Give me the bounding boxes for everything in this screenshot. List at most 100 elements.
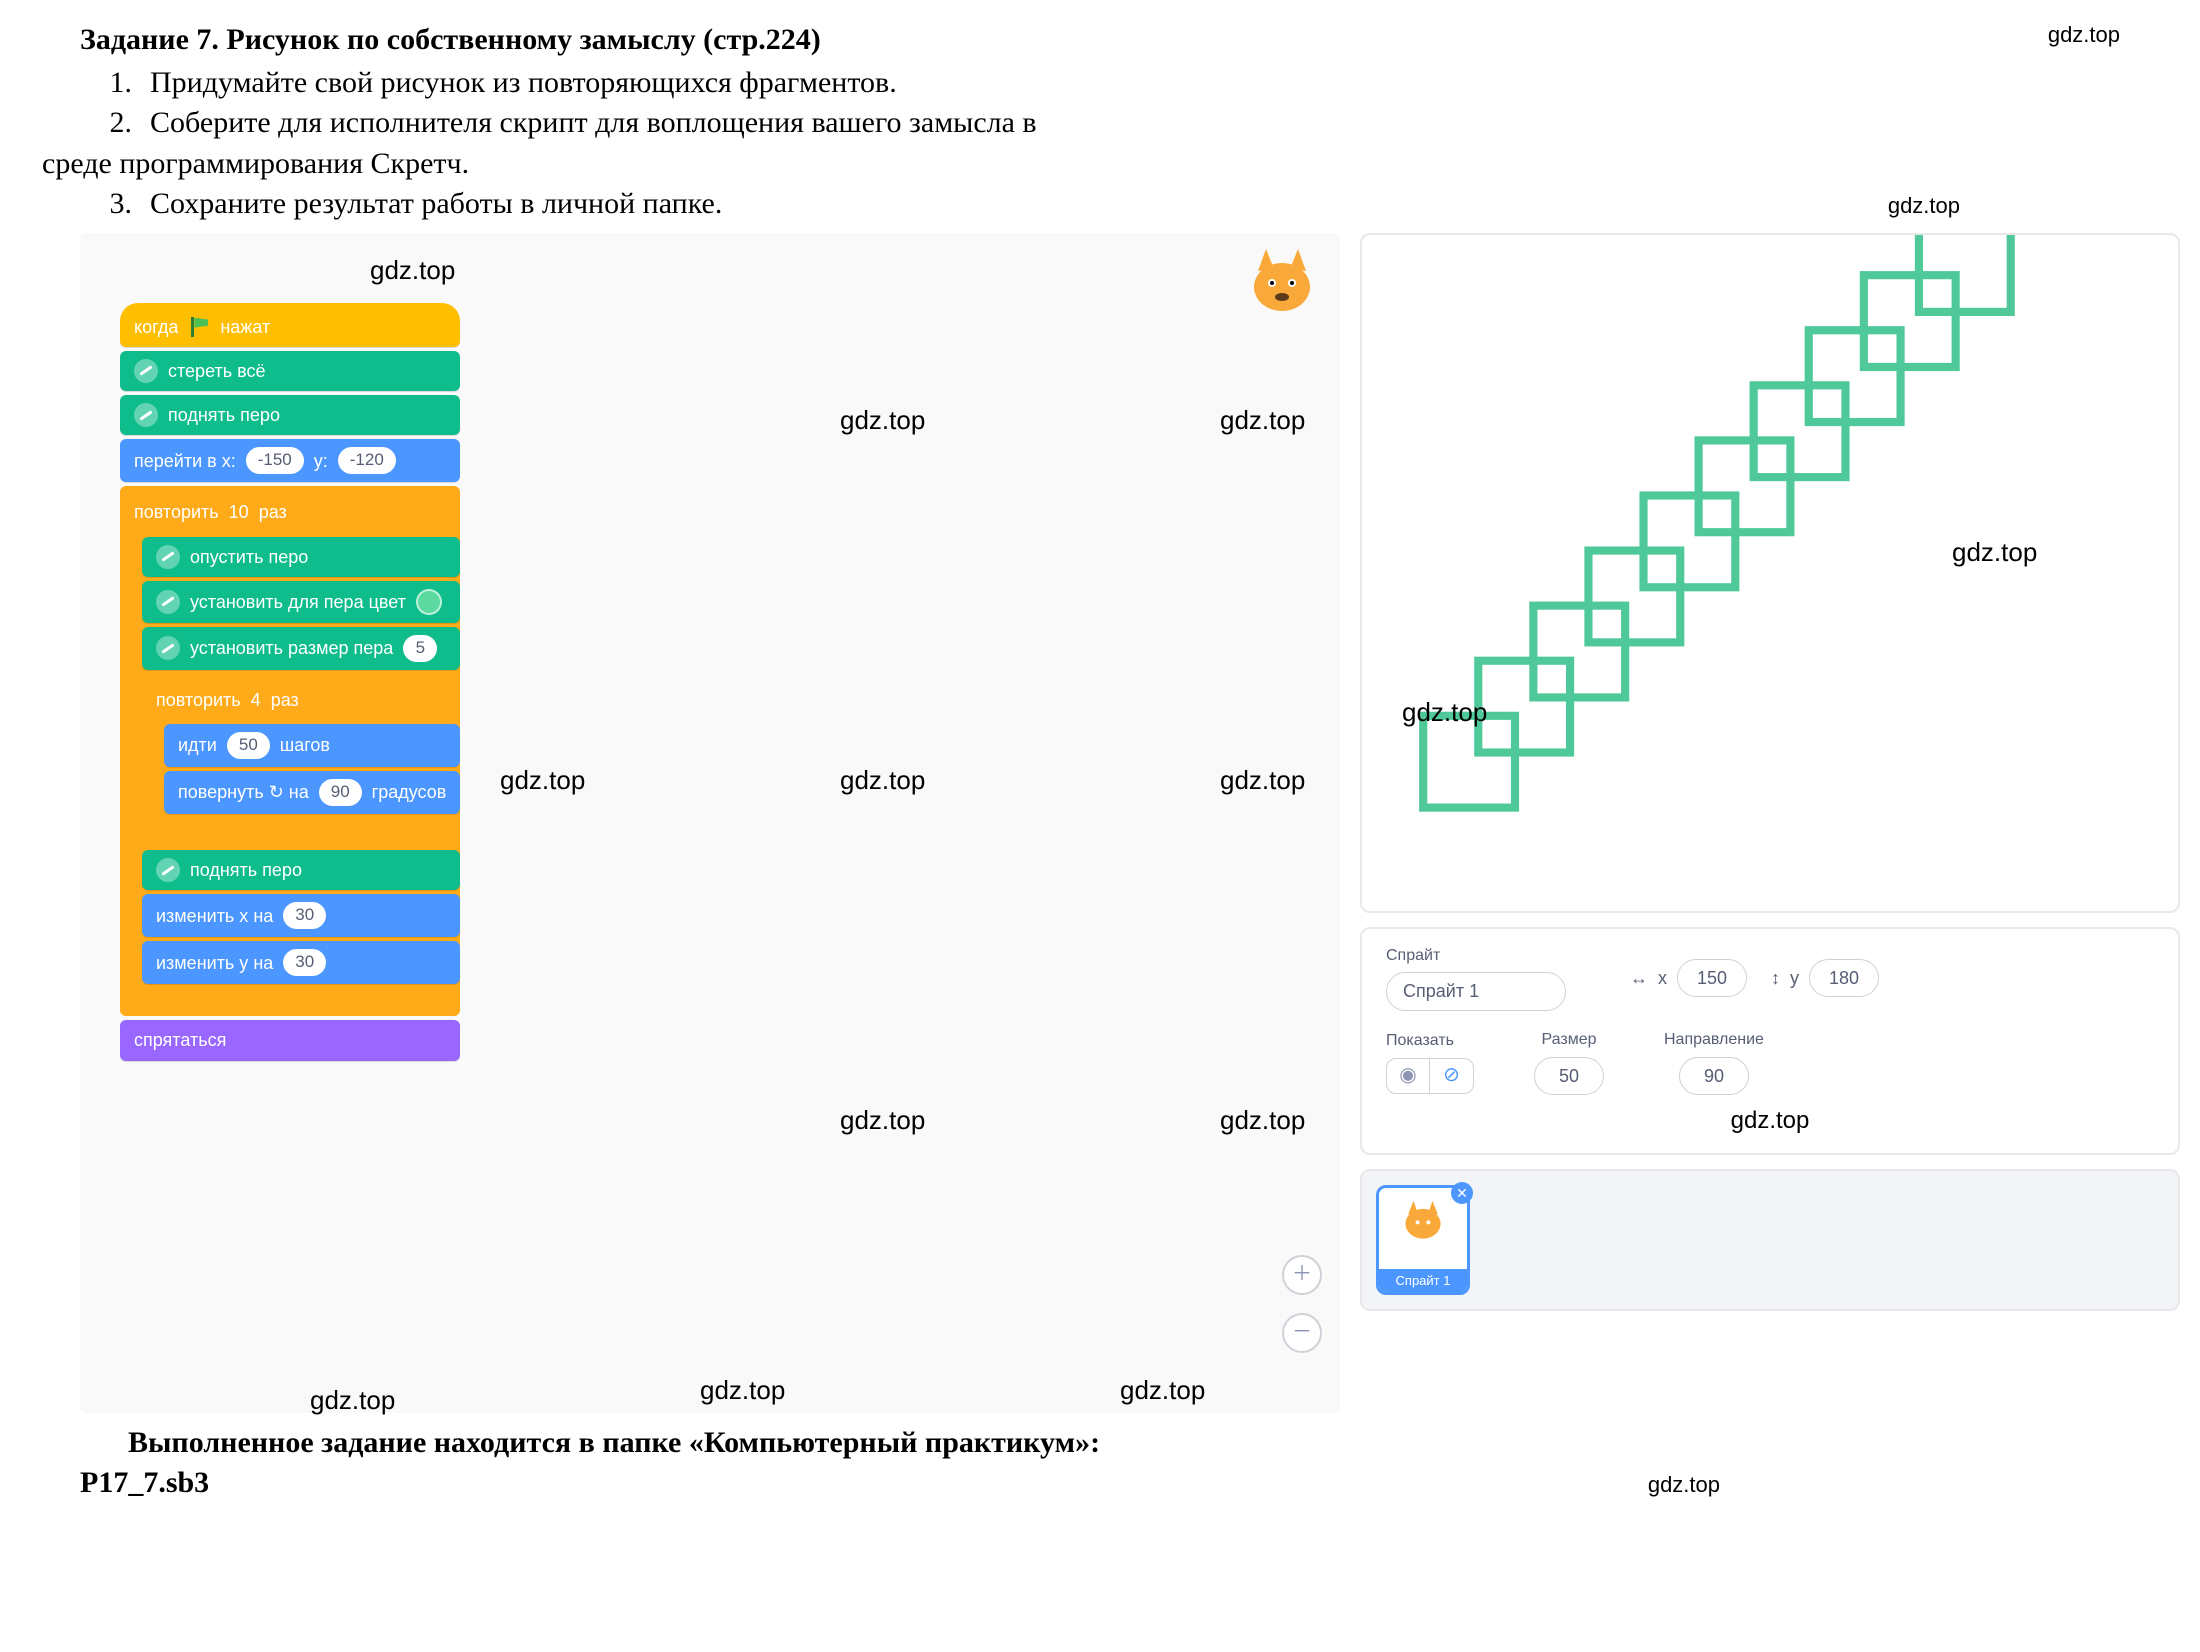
task-list: 1. Придумайте свой рисунок из повторяющи… (80, 63, 2120, 225)
y-label: y (1790, 966, 1799, 990)
watermark: gdz.top (1648, 1470, 1720, 1500)
x-label: x (1658, 966, 1667, 990)
block-text: повторить (134, 500, 219, 524)
green-flag-icon (188, 316, 210, 338)
block-pen-up[interactable]: поднять перо (142, 850, 460, 890)
block-move-steps[interactable]: идти 50 шагов (164, 724, 460, 767)
list-item: Придумайте свой рисунок из повторяющихся… (150, 63, 2120, 104)
list-number: 2. (80, 103, 150, 144)
block-text: опустить перо (190, 545, 308, 569)
x-icon: ↔ (1630, 966, 1648, 990)
direction-label: Направление (1664, 1029, 1764, 1051)
list-item: Сохраните результат работы в личной папк… (150, 184, 722, 225)
sprite-size-input[interactable]: 50 (1534, 1057, 1604, 1095)
list-number: 1. (80, 63, 150, 104)
block-text: перейти в x: (134, 449, 236, 473)
block-text: повторить (156, 688, 241, 712)
watermark: gdz.top (1220, 403, 1305, 438)
watermark: gdz.top (310, 1383, 395, 1418)
block-text: когда (134, 315, 178, 339)
pen-icon (156, 545, 180, 569)
block-input[interactable]: 90 (319, 779, 362, 806)
block-text: установить размер пера (190, 636, 393, 660)
footer-line2: Р17_7.sb3 (80, 1463, 209, 1504)
block-text: стереть всё (168, 359, 265, 383)
block-repeat-outer[interactable]: повторить 10 раз опустить перо установит… (120, 486, 460, 1016)
sprite-name-label: Спрайт (1386, 945, 1606, 967)
sprite-tile-label: Спрайт 1 (1379, 1269, 1467, 1293)
block-repeat-inner[interactable]: повторить 4 раз идти 50 шагов поверну (142, 674, 460, 846)
block-hide[interactable]: спрятаться (120, 1020, 460, 1060)
block-turn-right[interactable]: повернуть ↻ на 90 градусов (164, 771, 460, 814)
block-input[interactable]: 30 (283, 902, 326, 929)
task-title: Задание 7. Рисунок по собственному замыс… (80, 20, 821, 61)
watermark: gdz.top (840, 403, 925, 438)
block-pen-down[interactable]: опустить перо (142, 537, 460, 577)
watermark: gdz.top (500, 763, 585, 798)
block-input[interactable]: 5 (403, 635, 437, 662)
watermark: gdz.top (1952, 535, 2037, 570)
block-input[interactable]: 50 (227, 732, 270, 759)
stage-drawing (1362, 235, 2178, 911)
footer-line1: Выполненное задание находится в папке «К… (80, 1423, 2120, 1464)
pen-icon (156, 636, 180, 660)
show-label: Показать (1386, 1030, 1474, 1052)
list-item-hang: среде программирования Скретч. (42, 144, 2120, 185)
block-input[interactable]: 30 (283, 949, 326, 976)
watermark: gdz.top (1888, 191, 1960, 221)
watermark: gdz.top (1402, 695, 1487, 730)
block-input[interactable]: -150 (246, 447, 304, 474)
block-set-pen-size[interactable]: установить размер пера 5 (142, 627, 460, 670)
block-text: поднять перо (168, 403, 280, 427)
pen-icon (134, 403, 158, 427)
sprite-x-input[interactable]: 150 (1677, 959, 1747, 997)
sprite-info-panel: Спрайт ↔ x 150 ↕ y 180 Показать (1360, 927, 2180, 1156)
sprite-y-input[interactable]: 180 (1809, 959, 1879, 997)
size-label: Размер (1542, 1029, 1597, 1051)
watermark: gdz.top (370, 253, 455, 288)
sprite-list: ✕ Спрайт 1 (1360, 1169, 2180, 1311)
color-swatch[interactable] (416, 589, 442, 615)
block-set-pen-color[interactable]: установить для пера цвет (142, 581, 460, 623)
watermark: gdz.top (1220, 1103, 1305, 1138)
sprite-name-input[interactable] (1386, 972, 1566, 1011)
zoom-in-button[interactable]: ＋ (1282, 1255, 1322, 1295)
block-text: шагов (280, 733, 330, 757)
list-item: Соберите для исполнителя скрипт для вопл… (150, 103, 2120, 144)
scratch-cat-icon (1395, 1194, 1451, 1244)
block-change-x[interactable]: изменить x на 30 (142, 894, 460, 937)
block-text: установить для пера цвет (190, 590, 406, 614)
block-change-y[interactable]: изменить y на 30 (142, 941, 460, 984)
pen-icon (156, 590, 180, 614)
watermark: gdz.top (1386, 1105, 2154, 1137)
pen-icon (134, 359, 158, 383)
block-text: изменить x на (156, 904, 273, 928)
watermark: gdz.top (1120, 1373, 1205, 1408)
block-text: спрятаться (134, 1028, 226, 1052)
sprite-tile[interactable]: ✕ Спрайт 1 (1376, 1185, 1470, 1295)
block-input[interactable]: 4 (251, 688, 261, 712)
watermark: gdz.top (840, 763, 925, 798)
watermark: gdz.top (700, 1373, 785, 1408)
watermark: gdz.top (840, 1103, 925, 1138)
block-text: раз (259, 500, 287, 524)
scratch-cat-icon (1242, 243, 1322, 317)
delete-sprite-button[interactable]: ✕ (1451, 1182, 1473, 1204)
zoom-out-button[interactable]: － (1282, 1313, 1322, 1353)
block-pen-up[interactable]: поднять перо (120, 395, 460, 435)
block-input[interactable]: -120 (338, 447, 396, 474)
block-when-flag-clicked[interactable]: когда нажат (120, 303, 460, 347)
block-text: y: (314, 449, 328, 473)
block-erase-all[interactable]: стереть всё (120, 351, 460, 391)
sprite-direction-input[interactable]: 90 (1679, 1057, 1749, 1095)
block-text: раз (271, 688, 299, 712)
scratch-code-area[interactable]: gdz.top gdz.top gdz.top gdz.top gdz.top … (80, 233, 1340, 1413)
watermark: gdz.top (1220, 763, 1305, 798)
block-goto-xy[interactable]: перейти в x: -150 y: -120 (120, 439, 460, 482)
block-input[interactable]: 10 (229, 500, 249, 524)
block-text: градусов (372, 780, 447, 804)
hide-sprite-button[interactable]: ⊘ (1430, 1058, 1474, 1094)
show-sprite-button[interactable]: ◉ (1386, 1058, 1430, 1094)
watermark: gdz.top (2048, 20, 2120, 50)
block-text: нажат (220, 315, 270, 339)
